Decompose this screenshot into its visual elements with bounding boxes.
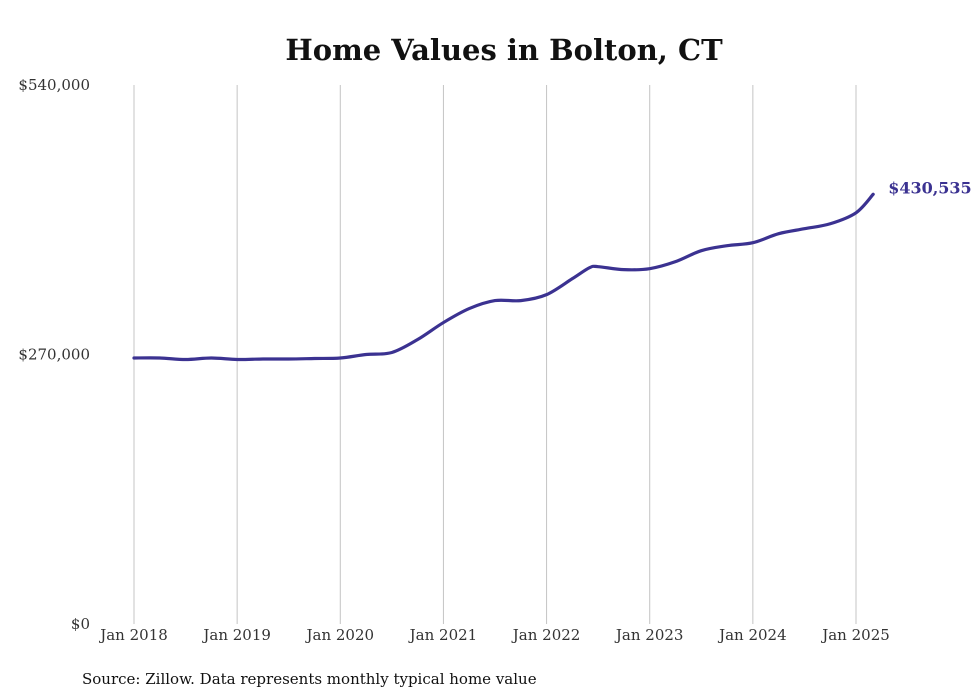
x-tick-label: Jan 2024 <box>717 626 787 644</box>
y-tick-label: $540,000 <box>18 76 90 94</box>
source-note: Source: Zillow. Data represents monthly … <box>82 670 537 688</box>
x-tick-label: Jan 2018 <box>98 626 168 644</box>
x-tick-label: Jan 2025 <box>820 626 890 644</box>
x-axis: Jan 2018 Jan 2019 Jan 2020 Jan 2021 Jan 2022… <box>98 626 890 644</box>
end-value-label: $430,535 <box>888 178 972 197</box>
chart-title: Home Values in Bolton, CT <box>285 33 723 67</box>
y-axis: $0 $270,000 $540,000 <box>18 76 90 633</box>
series-line <box>132 192 875 362</box>
series-layer <box>132 192 875 362</box>
x-tick-label: Jan 2023 <box>614 626 684 644</box>
y-tick-label: $270,000 <box>18 346 90 364</box>
x-tick-label: Jan 2020 <box>305 626 375 644</box>
x-tick-label: Jan 2021 <box>408 626 478 644</box>
x-tick-label: Jan 2022 <box>511 626 581 644</box>
x-tick-label: Jan 2019 <box>201 626 271 644</box>
grid-layer <box>133 85 857 624</box>
y-tick-label: $0 <box>71 615 90 633</box>
